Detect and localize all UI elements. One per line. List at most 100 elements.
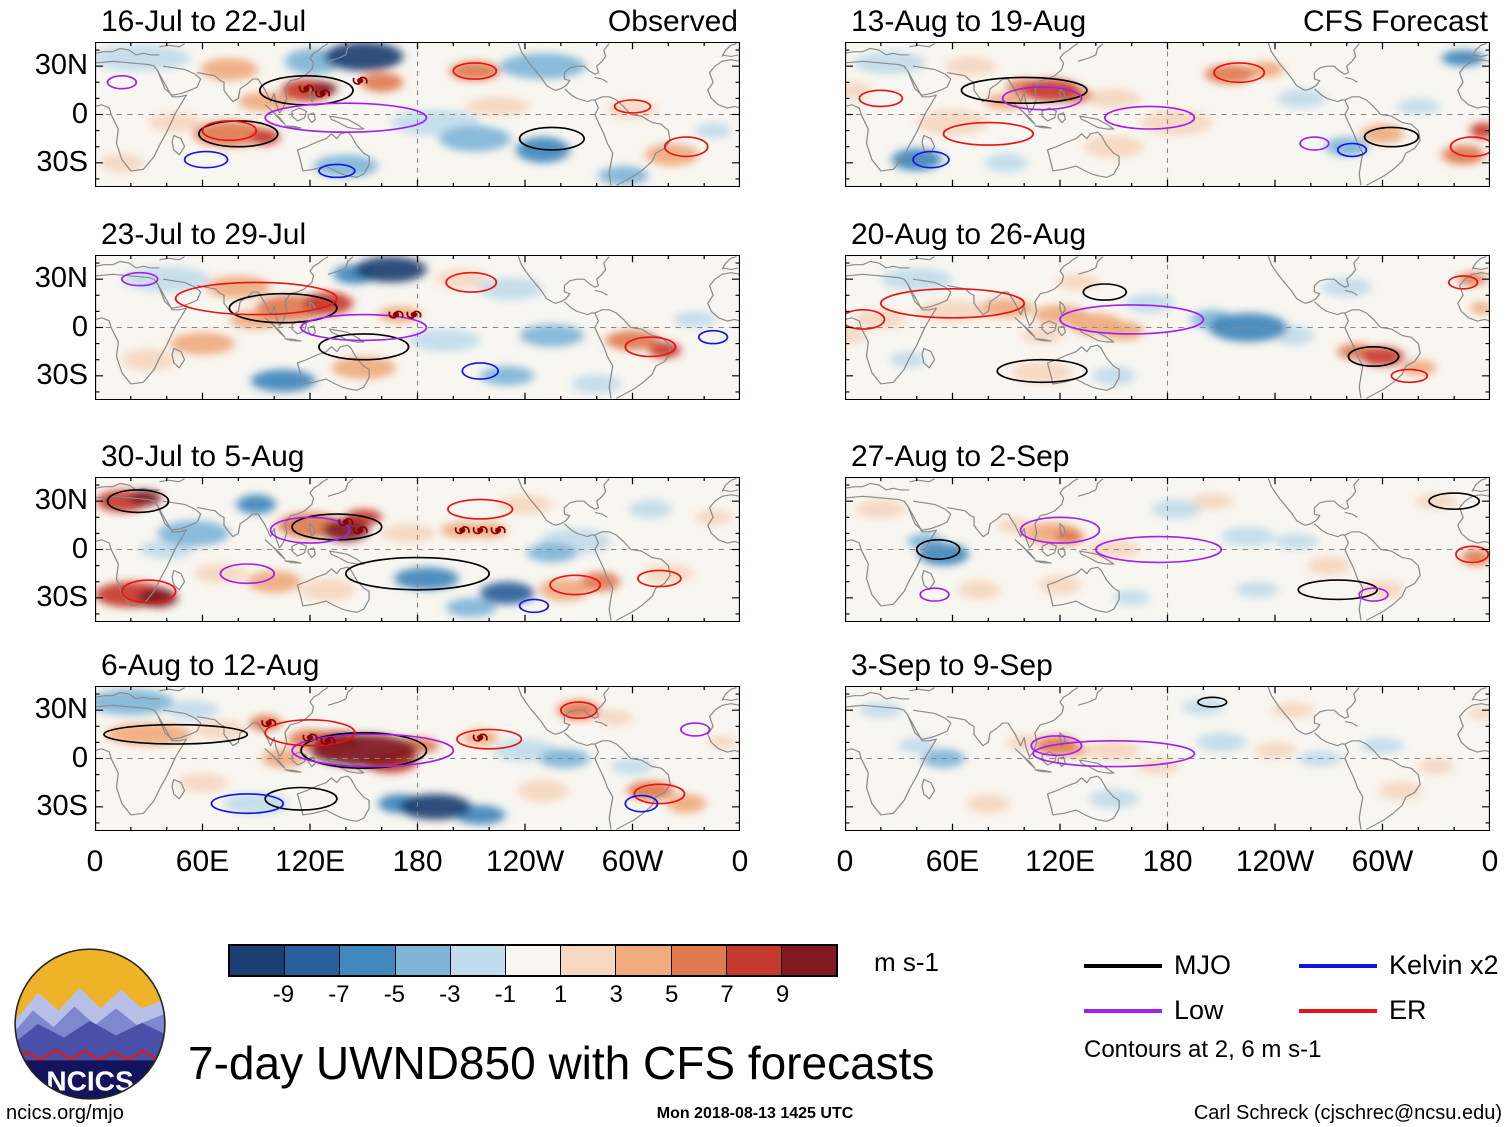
x-tick-label: 0 bbox=[1481, 845, 1499, 878]
column-header-observed: Observed bbox=[607, 5, 738, 38]
colorbar-cell bbox=[561, 946, 617, 975]
colorbar-tick-label: -9 bbox=[272, 981, 295, 1008]
legend-label-low: Low bbox=[1174, 995, 1224, 1025]
panel-title: 20-Aug to 26-Aug bbox=[851, 218, 1087, 251]
x-tick-label: 120W bbox=[1235, 845, 1315, 878]
x-tick-label: 0 bbox=[836, 845, 854, 878]
colorbar-cell bbox=[616, 946, 672, 975]
colorbar bbox=[228, 944, 838, 977]
map-observed-week4 bbox=[95, 686, 740, 831]
panel-title: 3-Sep to 9-Sep bbox=[851, 649, 1053, 682]
y-tick-label: 0 bbox=[71, 532, 88, 565]
map-observed-week3 bbox=[95, 477, 740, 622]
mjo-line-swatch bbox=[1084, 963, 1162, 968]
footer-url: ncics.org/mjo bbox=[6, 1102, 124, 1124]
map-forecast-week3 bbox=[845, 477, 1490, 622]
colorbar-cell bbox=[340, 946, 396, 975]
panel-observed-week4: 6-Aug to 12-Aug bbox=[95, 649, 740, 831]
footer-timestamp: Mon 2018-08-13 1425 UTC bbox=[656, 1105, 854, 1122]
panel-observed-week2: 23-Jul to 29-Jul bbox=[95, 218, 740, 400]
map-observed-week2 bbox=[95, 255, 740, 400]
colorbar-cell bbox=[285, 946, 341, 975]
y-tick-label: 30N bbox=[34, 49, 88, 81]
storm-icon bbox=[298, 84, 314, 93]
storm-icon bbox=[302, 733, 318, 742]
colorbar-tick-label: 7 bbox=[720, 981, 734, 1008]
column-header-forecast: CFS Forecast bbox=[1302, 5, 1488, 38]
x-tick-label: 60E bbox=[175, 845, 230, 878]
panel-forecast-week1: 13-Aug to 19-Aug CFS Forecast bbox=[845, 5, 1490, 187]
colorbar-cell bbox=[505, 946, 562, 975]
legend-label-mjo: MJO bbox=[1174, 950, 1231, 980]
panel-forecast-week2: 20-Aug to 26-Aug bbox=[845, 218, 1490, 400]
y-tick-label: 0 bbox=[71, 97, 88, 130]
storm-icon bbox=[320, 736, 336, 745]
x-tick-label: 0 bbox=[731, 845, 749, 878]
storm-icon bbox=[261, 719, 277, 728]
legend-label-er: ER bbox=[1389, 995, 1427, 1025]
y-tick-label: 30N bbox=[34, 262, 88, 294]
panel-title: 6-Aug to 12-Aug bbox=[101, 649, 320, 682]
colorbar-tick-label: 3 bbox=[609, 981, 623, 1008]
colorbar-tick-label: -7 bbox=[328, 981, 350, 1008]
y-tick-label: 30S bbox=[36, 581, 88, 613]
footer-author: Carl Schreck (cjschrec@ncsu.edu) bbox=[1193, 1102, 1502, 1124]
colorbar-tick-label: -3 bbox=[439, 981, 461, 1008]
colorbar-tick-label: -1 bbox=[494, 981, 516, 1008]
y-tick-label: 0 bbox=[71, 741, 88, 774]
colorbar-tick-label: 5 bbox=[664, 981, 679, 1008]
colorbar-cell bbox=[781, 946, 837, 975]
map-forecast-week2 bbox=[845, 255, 1490, 400]
panel-title: 27-Aug to 2-Sep bbox=[851, 440, 1070, 473]
ncics-logo: NCICS bbox=[14, 948, 166, 1100]
logo-text: NCICS bbox=[46, 1066, 133, 1097]
colorbar-cell bbox=[726, 946, 782, 975]
colorbar-unit-label: m s-1 bbox=[874, 947, 939, 977]
panel-title: 30-Jul to 5-Aug bbox=[101, 440, 305, 473]
storm-icon bbox=[352, 526, 368, 535]
er-line-swatch bbox=[1299, 1008, 1377, 1013]
storm-icon bbox=[490, 526, 506, 535]
x-tick-label: 180 bbox=[1142, 845, 1193, 878]
low-line-swatch bbox=[1084, 1008, 1162, 1013]
storm-icon bbox=[454, 526, 470, 535]
colorbar-tick-label: 1 bbox=[554, 981, 568, 1008]
x-tick-label: 60E bbox=[925, 845, 980, 878]
legend-item-er: ER bbox=[1299, 995, 1510, 1026]
panel-title: 16-Jul to 22-Jul bbox=[101, 5, 307, 38]
logo-mountains-front bbox=[15, 1020, 165, 1069]
panel-observed-week3: 30-Jul to 5-Aug bbox=[95, 440, 740, 622]
panel-forecast-week4: 3-Sep to 9-Sep bbox=[845, 649, 1490, 831]
y-tick-label: 0 bbox=[71, 310, 88, 343]
colorbar-cell bbox=[395, 946, 451, 975]
x-tick-label: 60W bbox=[1351, 845, 1414, 878]
legend-item-kelvin: Kelvin x2 bbox=[1299, 950, 1510, 981]
colorbar-cell bbox=[230, 946, 286, 975]
colorbar-cell bbox=[671, 946, 727, 975]
x-tick-label: 60W bbox=[601, 845, 664, 878]
colorbar-tick-label: 9 bbox=[775, 981, 790, 1008]
colorbar-tick-label: -5 bbox=[383, 981, 406, 1008]
panel-title: 13-Aug to 19-Aug bbox=[851, 5, 1087, 38]
legend-item-low: Low bbox=[1084, 995, 1299, 1026]
storm-icon bbox=[315, 89, 331, 98]
panel-observed-week1: 16-Jul to 22-Jul Observed bbox=[95, 5, 740, 187]
storm-icon bbox=[472, 733, 488, 742]
storm-icon bbox=[388, 310, 404, 319]
x-tick-label: 120E bbox=[1024, 845, 1096, 878]
y-tick-label: 30N bbox=[34, 484, 88, 516]
storm-icon bbox=[406, 310, 422, 319]
storm-icon bbox=[352, 76, 368, 85]
y-tick-label: 30N bbox=[34, 693, 88, 725]
map-forecast-week1 bbox=[845, 42, 1490, 187]
panel-title: 23-Jul to 29-Jul bbox=[101, 218, 307, 251]
legend-item-mjo: MJO bbox=[1084, 950, 1299, 981]
map-forecast-week4 bbox=[845, 686, 1490, 831]
x-tick-label: 120W bbox=[485, 845, 565, 878]
y-tick-label: 30S bbox=[36, 790, 88, 822]
contour-legend: MJO Kelvin x2 Low ER bbox=[1084, 950, 1510, 1026]
figure-title: 7-day UWND850 with CFS forecasts bbox=[188, 1037, 935, 1089]
colorbar-cell bbox=[450, 946, 506, 975]
storm-icon bbox=[472, 526, 488, 535]
